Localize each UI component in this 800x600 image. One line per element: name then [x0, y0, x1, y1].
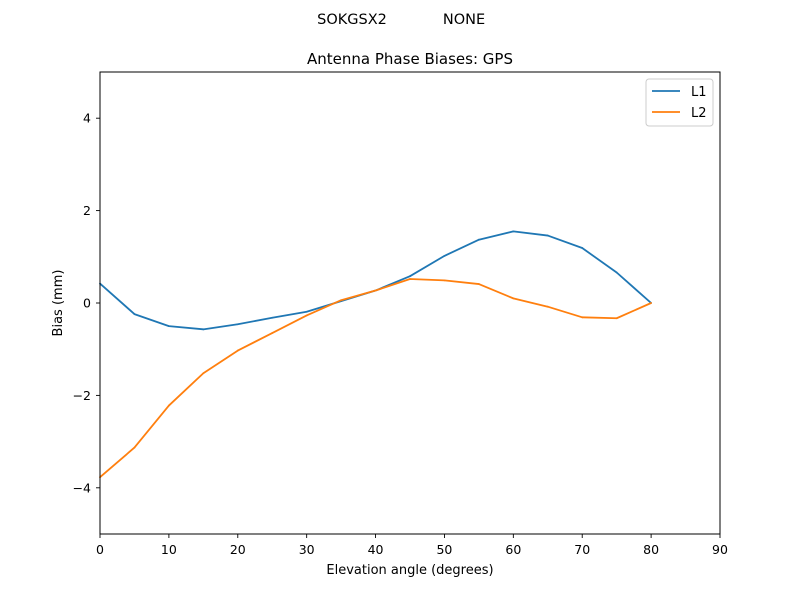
plot-frame [99, 71, 721, 535]
legend: L1 L2 [645, 78, 714, 127]
x-tick-label: 70 [574, 542, 590, 557]
data-point-l1 [409, 275, 411, 278]
data-point-l2 [409, 278, 411, 280]
x-axis-label: Elevation angle (degrees) [326, 563, 493, 578]
data-point-l1 [477, 238, 480, 241]
y-tick-label: −2 [73, 388, 91, 403]
data-point-l1 [305, 310, 308, 313]
data-point-l2 [615, 317, 618, 320]
data-point-l2 [477, 283, 480, 285]
data-point-l2 [236, 349, 239, 352]
data-point-l2 [512, 297, 515, 300]
data-point-l1 [512, 230, 515, 233]
y-tick-label: 4 [83, 111, 91, 126]
plot-lines [99, 230, 653, 479]
suptitle-station: SOKGSX2 [317, 12, 387, 28]
data-point-l1 [581, 247, 584, 249]
data-point-l1 [271, 316, 274, 319]
x-tick-label: 50 [436, 542, 452, 557]
y-tick-label: −4 [73, 480, 91, 495]
data-point-l1 [133, 313, 136, 315]
data-point-l1 [546, 234, 549, 237]
x-tick-label: 80 [643, 542, 659, 557]
data-point-l2 [650, 302, 653, 304]
x-tick-label: 30 [299, 542, 315, 557]
x-tick-label: 0 [96, 542, 104, 557]
y-axis-label: Bias (mm) [51, 270, 66, 337]
data-point-l2 [133, 446, 136, 449]
data-point-l2 [374, 289, 377, 292]
legend-label-l2: L2 [691, 106, 707, 121]
x-tick-label: 40 [368, 542, 384, 557]
x-axis: 0 10 20 30 40 50 60 70 80 90 [96, 534, 728, 557]
data-point-l2 [167, 404, 170, 407]
x-tick-label: 20 [230, 542, 246, 557]
data-point-l1 [615, 271, 618, 274]
series-line-l2 [99, 278, 652, 478]
y-tick-label: 2 [83, 203, 91, 218]
data-point-l2 [340, 299, 343, 302]
legend-label-l1: L1 [691, 85, 707, 100]
data-point-l2 [305, 314, 308, 317]
data-point-l1 [236, 323, 239, 326]
data-point-l1 [202, 328, 205, 331]
data-point-l1 [443, 254, 446, 257]
x-tick-label: 90 [712, 542, 728, 557]
data-point-l2 [443, 279, 446, 282]
data-point-l1 [167, 325, 170, 327]
data-point-l2 [271, 332, 274, 334]
x-tick-label: 60 [505, 542, 521, 557]
x-tick-label: 10 [161, 542, 177, 557]
suptitle-antenna: NONE [443, 12, 485, 28]
series-line-l1 [99, 230, 652, 331]
data-point-l2 [546, 305, 549, 308]
chart-title: Antenna Phase Biases: GPS [307, 50, 513, 68]
y-tick-label: 0 [83, 296, 91, 311]
y-axis: −4 −2 0 2 4 [73, 111, 100, 495]
data-point-l2 [202, 372, 205, 375]
data-point-l2 [581, 316, 584, 319]
